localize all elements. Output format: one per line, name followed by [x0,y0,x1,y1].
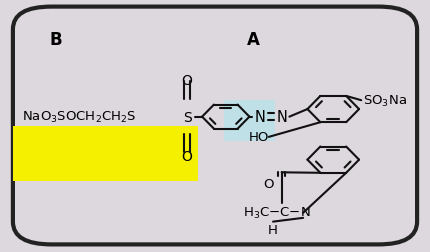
Text: O: O [181,74,193,88]
FancyBboxPatch shape [13,8,417,244]
Text: S: S [183,110,191,124]
Text: NaO$_3$SOCH$_2$CH$_2$S: NaO$_3$SOCH$_2$CH$_2$S [22,110,136,125]
Text: A: A [247,31,260,49]
Text: O: O [264,177,274,191]
Text: SO$_3$Na: SO$_3$Na [363,93,407,108]
Text: H$_3$C$-$C$-$N: H$_3$C$-$C$-$N [243,205,310,220]
Bar [13,126,198,181]
Text: H: H [268,223,278,236]
Text: HO: HO [249,131,269,144]
Text: N: N [255,110,266,125]
Text: O: O [181,149,193,163]
Bar [224,101,275,141]
Text: B: B [49,31,62,49]
Text: N: N [276,110,287,125]
